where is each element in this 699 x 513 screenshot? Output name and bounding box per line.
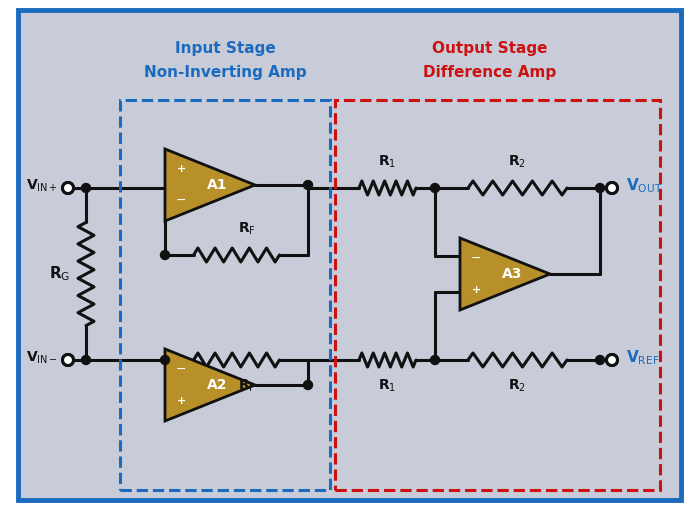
Circle shape [303, 181, 312, 189]
Circle shape [82, 356, 90, 365]
Bar [120, 100, 330, 490]
Text: +: + [472, 285, 481, 295]
Text: +: + [177, 164, 186, 174]
Circle shape [62, 354, 73, 365]
Text: V$_{\mathsf{IN+}}$: V$_{\mathsf{IN+}}$ [26, 178, 58, 194]
Circle shape [607, 183, 617, 193]
Circle shape [607, 183, 617, 193]
Circle shape [607, 354, 617, 365]
Polygon shape [165, 349, 255, 421]
Text: R$_{\mathsf{F}}$: R$_{\mathsf{F}}$ [238, 378, 255, 394]
Text: V$_{\mathsf{OUT}}$: V$_{\mathsf{OUT}}$ [626, 176, 663, 195]
Bar [335, 100, 660, 490]
Text: A2: A2 [207, 378, 227, 392]
Text: R$_2$: R$_2$ [508, 378, 526, 394]
Text: A1: A1 [207, 178, 227, 192]
Text: R$_2$: R$_2$ [508, 153, 526, 170]
Text: Difference Amp: Difference Amp [424, 65, 556, 80]
Circle shape [161, 356, 169, 365]
Text: R$_1$: R$_1$ [378, 378, 396, 394]
Circle shape [62, 183, 73, 193]
Circle shape [303, 381, 312, 389]
Text: V$_{\mathsf{IN-}}$: V$_{\mathsf{IN-}}$ [26, 350, 58, 366]
Circle shape [82, 184, 90, 192]
Circle shape [607, 354, 617, 365]
Text: −: − [176, 194, 187, 207]
Circle shape [62, 354, 73, 365]
Text: Non-Inverting Amp: Non-Inverting Amp [144, 65, 306, 80]
Text: +: + [177, 396, 186, 406]
Text: Input Stage: Input Stage [175, 41, 275, 55]
Circle shape [596, 184, 605, 192]
Text: −: − [471, 252, 482, 265]
Text: R$_1$: R$_1$ [378, 153, 396, 170]
Text: V$_{\mathsf{REF}}$: V$_{\mathsf{REF}}$ [626, 349, 660, 367]
Circle shape [161, 250, 169, 260]
Text: R$_{\mathsf{G}}$: R$_{\mathsf{G}}$ [49, 265, 70, 283]
Circle shape [431, 356, 440, 365]
Circle shape [431, 184, 440, 192]
Polygon shape [460, 238, 550, 310]
Text: Output Stage: Output Stage [432, 41, 548, 55]
Text: −: − [176, 363, 187, 376]
Polygon shape [165, 149, 255, 221]
Circle shape [62, 183, 73, 193]
Text: R$_{\mathsf{F}}$: R$_{\mathsf{F}}$ [238, 221, 255, 237]
Circle shape [596, 356, 605, 365]
Text: A3: A3 [502, 267, 522, 281]
